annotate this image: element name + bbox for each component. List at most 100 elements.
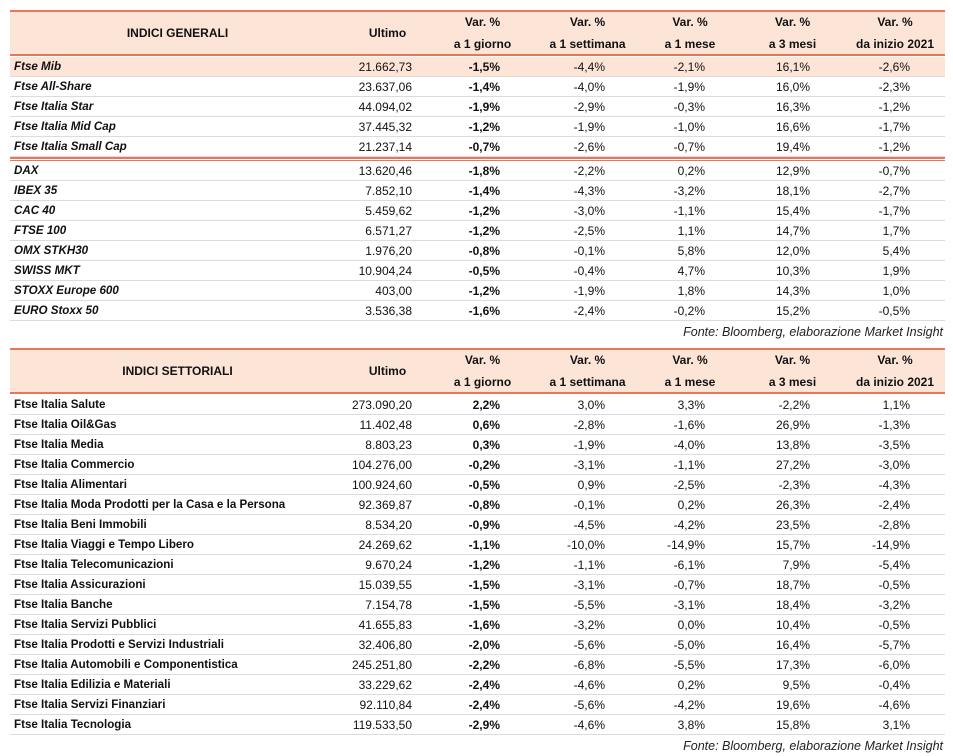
cell-value: -1,4% (468, 184, 500, 198)
cell-value: 92.110,84 (359, 698, 413, 712)
header-line: Var. % (672, 353, 708, 367)
row-label: Ftse Italia Media (14, 438, 104, 451)
header-line: a 1 mese (664, 375, 716, 389)
cell-value: 16,6% (775, 120, 810, 134)
cell-value: 0,0% (677, 618, 705, 632)
cell-value: -3,2% (573, 618, 605, 632)
cell-value: -2,4% (573, 304, 605, 318)
table-row (10, 301, 945, 321)
table-row (10, 495, 945, 515)
cell-value: 14,7% (775, 224, 810, 238)
cell-value: -2,8% (878, 518, 910, 532)
cell-value: -5,7% (878, 638, 910, 652)
row-label: Ftse Italia Salute (14, 398, 106, 411)
header-cell: Var. % a 1 giorno (430, 10, 535, 56)
cell-value: -6,1% (673, 558, 705, 572)
header-line: Var. % (569, 15, 606, 29)
cell-value: 0,2% (677, 498, 705, 512)
table-row (10, 137, 945, 157)
header-cell: Var. % da inizio 2021 (845, 348, 945, 394)
row-label: Ftse Italia Small Cap (14, 140, 127, 153)
cell-value: 15,8% (775, 718, 810, 732)
header-line: Var. % (774, 15, 811, 29)
table-row (10, 77, 945, 97)
cell-value: -4,5% (573, 518, 605, 532)
row-label: FTSE 100 (14, 224, 67, 237)
table-row (10, 117, 945, 137)
cell-value: -4,2% (673, 518, 705, 532)
cell-value: 13.620,46 (358, 164, 412, 178)
table-row (10, 221, 945, 241)
cell-value: 3,8% (677, 718, 705, 732)
header-line: Var. % (672, 15, 708, 29)
cell-value: -1,5% (468, 60, 500, 74)
cell-value: -1,2% (468, 558, 500, 572)
table-header (10, 348, 945, 394)
row-label: Ftse Italia Banche (14, 598, 113, 611)
cell-value: -1,9% (573, 120, 605, 134)
cell-value: -1,9% (573, 284, 605, 298)
cell-value: 23,5% (775, 518, 810, 532)
cell-value: 19,6% (775, 698, 810, 712)
header-line: a 3 mesi (768, 375, 817, 389)
cell-value: 3,0% (577, 398, 605, 412)
cell-value: 9.670,24 (365, 558, 412, 572)
cell-value: -4,6% (878, 698, 910, 712)
cell-value: -0,3% (673, 100, 705, 114)
cell-value: -2,8% (573, 418, 605, 432)
header-line: Var. % (877, 15, 913, 29)
cell-value: -2,6% (878, 60, 910, 74)
cell-value: 1,0% (882, 284, 910, 298)
cell-value: -5,6% (573, 638, 605, 652)
header-cell: Var. % a 1 mese (640, 10, 740, 56)
cell-value: 23.637,06 (358, 80, 412, 94)
cell-value: 12,0% (775, 244, 810, 258)
row-label: Ftse Italia Automobili e Componentistica (14, 658, 238, 671)
cell-value: -3,5% (878, 438, 910, 452)
cell-value: -2,4% (468, 678, 500, 692)
cell-value: -2,4% (878, 498, 910, 512)
header-cell: Var. % a 1 settimana (535, 348, 640, 394)
cell-value: -5,5% (673, 658, 705, 672)
cell-value: -1,2% (468, 204, 500, 218)
cell-value: -2,6% (573, 140, 605, 154)
cell-value: 100.924,60 (351, 478, 412, 492)
cell-value: -1,4% (468, 80, 500, 94)
cell-value: -4,3% (573, 184, 605, 198)
cell-value: -1,2% (878, 100, 910, 114)
cell-value: -4,0% (673, 438, 705, 452)
cell-value: 119.533,50 (352, 718, 412, 732)
table-row (10, 575, 945, 595)
cell-value: 15,7% (775, 538, 810, 552)
row-label: Ftse Italia Star (14, 100, 94, 113)
cell-value: 15,4% (775, 204, 810, 218)
header-cell: Var. % a 1 giorno (430, 348, 535, 394)
header-line: a 1 giorno (453, 37, 512, 51)
header-cell: INDICI GENERALI (126, 26, 229, 40)
cell-value: 12,9% (775, 164, 810, 178)
cell-value: -2,5% (573, 224, 605, 238)
cell-value: -0,5% (878, 304, 910, 318)
cell-value: 2,2% (472, 398, 500, 412)
cell-value: -1,1% (468, 538, 500, 552)
header-cell: Ultimo (368, 364, 407, 378)
cell-value: -0,8% (468, 244, 500, 258)
cell-value: 0,3% (472, 438, 500, 452)
cell-value: 5,8% (677, 244, 705, 258)
header-line: a 1 giorno (453, 375, 512, 389)
cell-value: -4,6% (573, 678, 605, 692)
header-line: a 3 mesi (768, 37, 817, 51)
cell-value: 26,9% (775, 418, 810, 432)
table-row (10, 655, 945, 675)
cell-value: -2,2% (573, 164, 605, 178)
group-separator (10, 157, 945, 161)
cell-value: -0,4% (878, 678, 910, 692)
table-header (10, 10, 945, 56)
cell-value: 3.536,38 (365, 304, 412, 318)
cell-value: 33.229,62 (358, 678, 412, 692)
cell-value: -3,1% (573, 458, 605, 472)
source-note: Fonte: Bloomberg, elaborazione Market In… (683, 325, 943, 339)
cell-value: 9,5% (782, 678, 810, 692)
cell-value: -2,2% (778, 398, 810, 412)
